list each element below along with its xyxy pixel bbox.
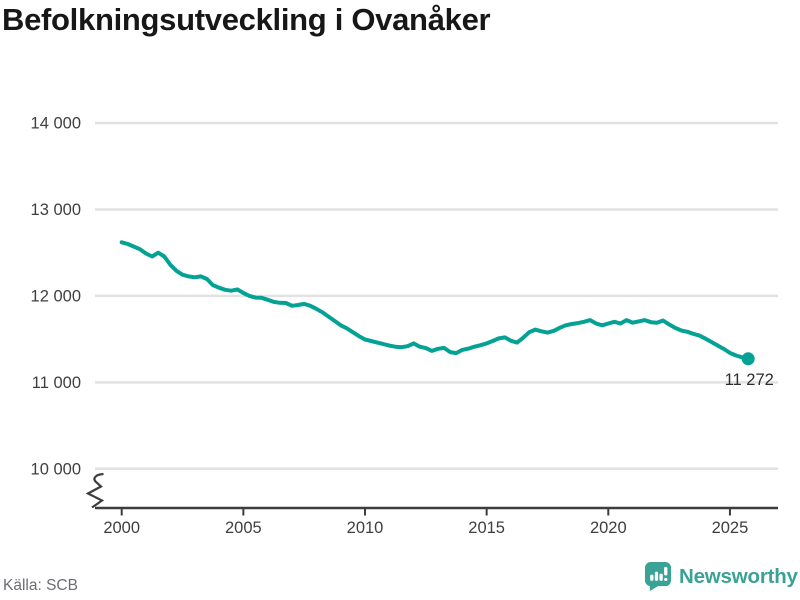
y-tick-label: 12 000 — [31, 287, 81, 305]
chart-title: Befolkningsutveckling i Ovanåker — [2, 2, 491, 37]
axis-break-icon — [85, 472, 105, 509]
end-point-dot — [741, 352, 755, 366]
source-note: Källa: SCB — [3, 577, 78, 594]
x-tick-label: 2000 — [103, 519, 140, 537]
x-tick-label: 2010 — [347, 519, 384, 537]
bar-chart-glyph — [650, 574, 654, 581]
exclamation-glyph — [664, 566, 668, 576]
x-tick-label: 2005 — [225, 519, 262, 537]
x-tick-label: 2020 — [590, 519, 627, 537]
newsworthy-speech-bubble-icon — [644, 562, 672, 591]
population-line — [119, 240, 751, 361]
y-tick-label: 10 000 — [31, 460, 81, 478]
x-tick-label: 2015 — [468, 519, 505, 537]
y-tick-label: 11 000 — [32, 374, 81, 392]
y-tick-label: 14 000 — [31, 115, 81, 133]
y-tick-label: 13 000 — [31, 201, 81, 219]
newsworthy-wordmark: Newsworthy — [679, 564, 798, 588]
newsworthy-logo[interactable]: Newsworthy — [644, 561, 798, 592]
x-tick-label: 2025 — [712, 519, 749, 537]
population-line-chart: 14 000 13 000 12 000 11 000 10 000 2000 2005 20… — [31, 115, 778, 537]
end-point-value-label: 11 272 — [725, 371, 774, 389]
